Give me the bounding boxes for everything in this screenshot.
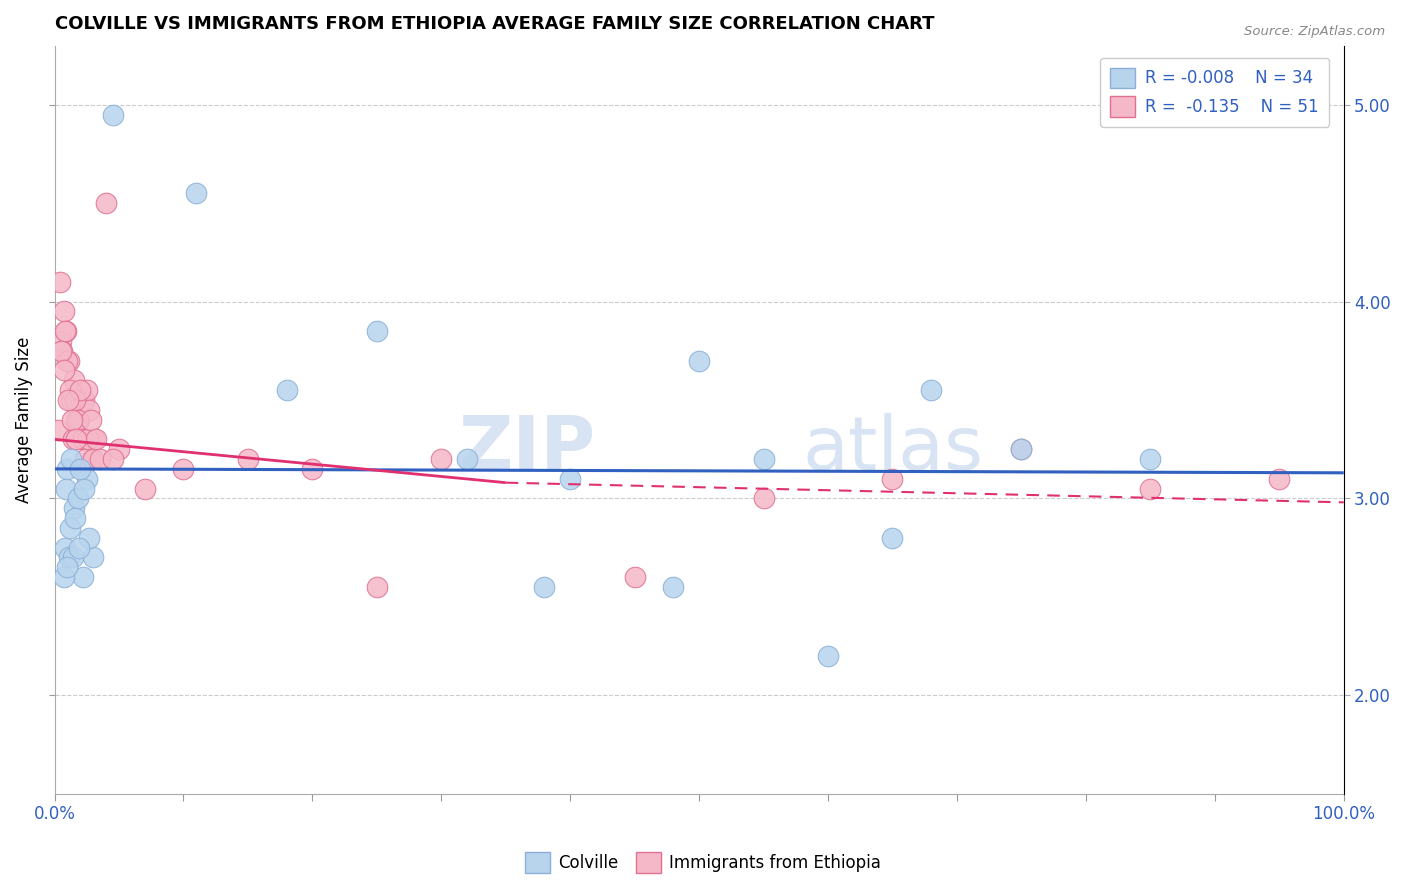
Point — [67, 412, 90, 426]
Point — [186, 186, 208, 201]
Point — [276, 383, 298, 397]
Y-axis label: Average Family Size: Average Family Size — [15, 336, 32, 503]
Point — [456, 452, 478, 467]
Point — [53, 324, 76, 338]
Point — [56, 462, 79, 476]
Point — [752, 452, 775, 467]
Point — [366, 324, 388, 338]
Point — [752, 491, 775, 506]
Point — [882, 531, 904, 545]
Point — [1010, 442, 1032, 457]
Point — [59, 521, 82, 535]
Point — [62, 550, 84, 565]
Point — [79, 412, 101, 426]
Point — [58, 353, 80, 368]
Point — [101, 107, 124, 121]
Text: COLVILLE VS IMMIGRANTS FROM ETHIOPIA AVERAGE FAMILY SIZE CORRELATION CHART: COLVILLE VS IMMIGRANTS FROM ETHIOPIA AVE… — [55, 15, 934, 33]
Point — [49, 334, 72, 348]
Point — [79, 402, 101, 417]
Point — [80, 452, 103, 467]
Text: ZIP: ZIP — [458, 413, 596, 486]
Point — [1139, 482, 1161, 496]
Point — [817, 648, 839, 663]
Point — [94, 196, 117, 211]
Point — [108, 442, 131, 457]
Point — [62, 433, 84, 447]
Point — [73, 392, 96, 407]
Point — [59, 383, 82, 397]
Point — [688, 353, 710, 368]
Point — [662, 580, 685, 594]
Point — [623, 570, 645, 584]
Point — [48, 423, 70, 437]
Point — [58, 550, 80, 565]
Point — [69, 383, 91, 397]
Point — [172, 462, 194, 476]
Legend: R = -0.008    N = 34, R =  -0.135    N = 51: R = -0.008 N = 34, R = -0.135 N = 51 — [1101, 58, 1329, 127]
Point — [1268, 472, 1291, 486]
Point — [67, 541, 90, 555]
Point — [82, 550, 104, 565]
Point — [48, 275, 70, 289]
Point — [63, 373, 86, 387]
Point — [76, 472, 98, 486]
Point — [65, 433, 87, 447]
Point — [60, 452, 83, 467]
Point — [533, 580, 555, 594]
Point — [430, 452, 453, 467]
Point — [66, 491, 89, 506]
Point — [63, 501, 86, 516]
Point — [66, 412, 89, 426]
Point — [51, 343, 73, 358]
Point — [73, 482, 96, 496]
Point — [76, 383, 98, 397]
Point — [1139, 452, 1161, 467]
Point — [366, 580, 388, 594]
Point — [101, 452, 124, 467]
Point — [63, 392, 86, 407]
Point — [72, 433, 94, 447]
Point — [72, 570, 94, 584]
Point — [70, 433, 93, 447]
Point — [89, 452, 111, 467]
Point — [60, 412, 83, 426]
Point — [236, 452, 259, 467]
Point — [75, 452, 97, 467]
Point — [63, 511, 86, 525]
Point — [56, 560, 79, 574]
Point — [52, 304, 75, 318]
Point — [56, 353, 79, 368]
Point — [83, 433, 105, 447]
Point — [60, 392, 83, 407]
Point — [69, 462, 91, 476]
Text: atlas: atlas — [803, 413, 983, 486]
Point — [56, 392, 79, 407]
Point — [84, 433, 107, 447]
Point — [882, 472, 904, 486]
Point — [920, 383, 942, 397]
Point — [560, 472, 582, 486]
Point — [77, 433, 100, 447]
Point — [53, 363, 76, 377]
Point — [65, 412, 87, 426]
Point — [53, 541, 76, 555]
Point — [301, 462, 323, 476]
Text: Source: ZipAtlas.com: Source: ZipAtlas.com — [1244, 25, 1385, 38]
Point — [1010, 442, 1032, 457]
Point — [79, 531, 101, 545]
Point — [134, 482, 156, 496]
Point — [82, 452, 104, 467]
Legend: Colville, Immigrants from Ethiopia: Colville, Immigrants from Ethiopia — [519, 846, 887, 880]
Point — [49, 343, 72, 358]
Point — [55, 482, 77, 496]
Point — [55, 324, 77, 338]
Point — [52, 570, 75, 584]
